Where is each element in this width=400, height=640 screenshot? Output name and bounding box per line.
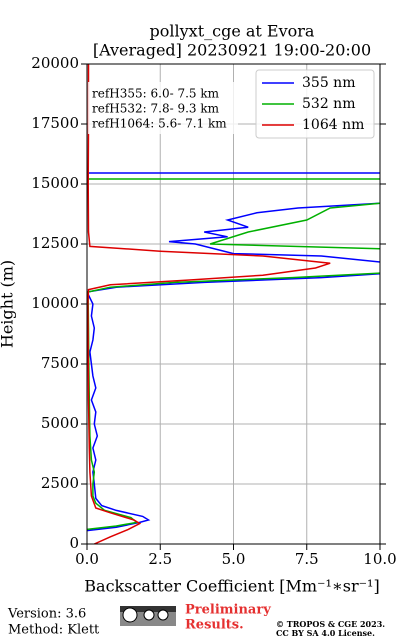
x-tick-label: 2.5 xyxy=(148,550,172,568)
version: Version: 3.6 xyxy=(7,607,86,622)
license: CC BY SA 4.0 License. xyxy=(276,628,375,638)
y-tick-label: 10000 xyxy=(31,294,79,312)
profile-line xyxy=(87,64,331,544)
plot-lines xyxy=(87,64,380,544)
cc-logo xyxy=(120,606,176,626)
x-tick-label: 7.5 xyxy=(295,550,319,568)
legend-label: 355 nm xyxy=(302,75,355,91)
preliminary: Results. xyxy=(185,618,244,633)
x-axis-label: Backscatter Coefficient [Mm⁻¹∗sr⁻¹] xyxy=(84,577,379,596)
legend: 355 nm 532 nm 1064 nm xyxy=(262,75,364,133)
profile-line xyxy=(87,178,380,531)
x-tick-label: 10.0 xyxy=(363,550,396,568)
y-tick-label: 17500 xyxy=(31,114,79,132)
y-tick-label: 7500 xyxy=(41,354,79,372)
annotation: refH1064: 5.6- 7.1 km xyxy=(92,117,227,131)
preliminary: Preliminary xyxy=(185,603,271,618)
x-tick-label: 0.0 xyxy=(75,550,99,568)
chart-subtitle: [Averaged] 20230921 19:00-20:00 xyxy=(93,41,371,60)
license: © TROPOS & CGE 2023. xyxy=(276,619,385,629)
y-tick-label: 15000 xyxy=(31,174,79,192)
profile-line xyxy=(87,172,380,532)
y-axis-label: Height (m) xyxy=(0,260,17,348)
y-tick-label: 5000 xyxy=(41,414,79,432)
y-tick-label: 20000 xyxy=(31,54,79,72)
legend-label: 1064 nm xyxy=(302,117,364,133)
legend-label: 532 nm xyxy=(302,96,355,112)
annotation: refH532: 7.8- 9.3 km xyxy=(92,102,220,116)
legend-box xyxy=(255,69,375,139)
y-tick-label: 0 xyxy=(69,534,79,552)
chart-title: pollyxt_cge at Evora xyxy=(150,22,315,41)
y-tick-label: 12500 xyxy=(31,234,79,252)
x-tick-label: 5.0 xyxy=(222,550,246,568)
annotation: refH355: 6.0- 7.5 km xyxy=(92,87,220,101)
method: Method: Klett xyxy=(8,623,100,638)
y-tick-label: 2500 xyxy=(41,474,79,492)
annotation-box xyxy=(88,82,238,134)
